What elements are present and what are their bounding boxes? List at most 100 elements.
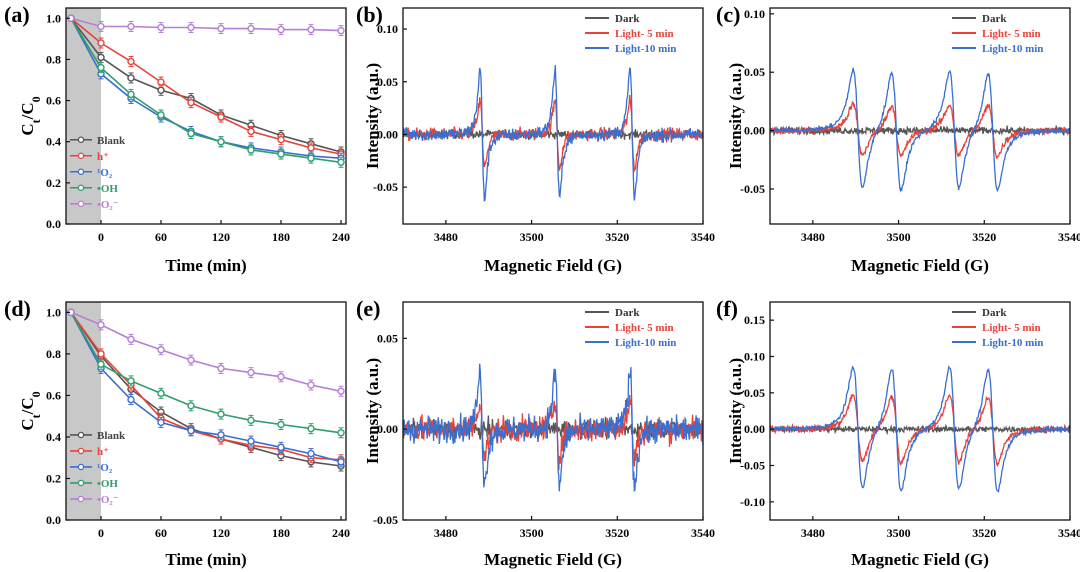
y-tick-label: 0.6 bbox=[46, 388, 61, 402]
y-tick-label: 0.10 bbox=[744, 7, 765, 21]
tick-layer: 3480 3500 3520 3540 -0.10 -0.05 0.00 0.05 0.10 0.… bbox=[740, 313, 1080, 540]
tick-layer: 0 60 120 180 240 0.0 0.2 0.4 0.6 0.8 1.0 bbox=[46, 305, 350, 540]
tick-layer: 3480 3500 3520 3540 -0.05 0.00 0.05 0.10 bbox=[740, 7, 1080, 244]
plot-frame bbox=[65, 301, 347, 521]
legend-label: h⁺ bbox=[97, 151, 109, 163]
data-point-hplus bbox=[97, 39, 105, 47]
y-axis-label: Intensity (a.u.) bbox=[726, 358, 745, 464]
series-layer bbox=[402, 363, 704, 493]
legend-label: •O₂⁻ bbox=[97, 494, 119, 506]
data-point-1o2 bbox=[277, 443, 285, 452]
panel-a: 0 60 120 180 240 0.0 0.2 0.4 0.6 0.8 1.0 (a) Time … bbox=[4, 2, 350, 275]
data-point-hplus bbox=[187, 98, 195, 107]
data-point-o2minus bbox=[97, 22, 105, 31]
legend-marker bbox=[77, 184, 85, 192]
data-point-o2minus bbox=[127, 335, 135, 344]
legend-marker bbox=[77, 168, 85, 176]
series-line-1o2 bbox=[70, 17, 342, 159]
legend-marker bbox=[77, 136, 85, 144]
x-tick-label: 3540 bbox=[1058, 230, 1080, 244]
legend-marker bbox=[77, 495, 85, 503]
data-point-1o2 bbox=[247, 437, 255, 445]
y-tick-label: 0.00 bbox=[744, 124, 765, 138]
data-point-oh bbox=[97, 360, 105, 368]
series-line-light-10-min bbox=[769, 67, 1071, 193]
legend-label: Light-10 min bbox=[982, 43, 1043, 55]
y-tick-label: 0.8 bbox=[46, 52, 61, 66]
legend-label: ¹O₂ bbox=[97, 167, 113, 179]
data-point-hplus bbox=[97, 350, 105, 358]
legend-label: •O₂⁻ bbox=[97, 199, 119, 211]
data-point-hplus bbox=[247, 127, 255, 136]
legend-label: Light- 5 min bbox=[982, 28, 1041, 40]
data-point-o2minus bbox=[247, 24, 255, 33]
data-point-oh bbox=[157, 111, 165, 119]
series-layer bbox=[769, 364, 1071, 493]
x-tick-label: 0 bbox=[98, 230, 104, 244]
series-line-light-10-min bbox=[402, 64, 704, 203]
y-axis-label: Intensity (a.u.) bbox=[726, 63, 745, 169]
legend-label: Light-10 min bbox=[982, 337, 1043, 349]
data-point-hplus bbox=[157, 78, 165, 86]
y-tick-label: 0.05 bbox=[744, 386, 765, 400]
data-point-blank bbox=[157, 86, 165, 94]
legend-marker bbox=[77, 479, 85, 487]
data-point-1o2 bbox=[187, 427, 195, 435]
y-tick-label: 1.0 bbox=[46, 305, 61, 319]
data-point-oh bbox=[127, 90, 135, 99]
series-layer bbox=[67, 308, 345, 472]
y-tick-label: -0.05 bbox=[373, 180, 398, 194]
data-point-o2minus bbox=[277, 25, 285, 34]
x-tick-label: 3540 bbox=[691, 230, 715, 244]
x-tick-label: 3520 bbox=[605, 230, 629, 244]
data-point-o2minus bbox=[277, 373, 285, 381]
legend-label: •OH bbox=[97, 183, 118, 195]
data-point-oh bbox=[217, 410, 225, 418]
y-tick-label: 0.15 bbox=[744, 313, 765, 327]
x-axis-label: Magnetic Field (G) bbox=[851, 550, 989, 569]
data-point-o2minus bbox=[217, 24, 225, 33]
data-point-o2minus bbox=[157, 346, 165, 354]
legend: Blank h⁺ ¹O₂ •OH •O₂⁻ bbox=[70, 135, 126, 211]
series-line-o2minus bbox=[70, 17, 342, 32]
data-point-oh bbox=[337, 429, 345, 437]
legend-label: Dark bbox=[615, 307, 640, 319]
y-tick-label: 0.0 bbox=[46, 513, 61, 527]
data-point-oh bbox=[247, 416, 255, 425]
y-tick-label: 0.05 bbox=[377, 75, 398, 89]
x-tick-label: 3520 bbox=[972, 526, 996, 540]
data-point-o2minus bbox=[187, 23, 195, 32]
panel-label: (e) bbox=[356, 296, 380, 321]
legend-label: h⁺ bbox=[97, 446, 109, 458]
plot-frame bbox=[65, 7, 347, 225]
data-point-1o2 bbox=[217, 431, 225, 439]
series-line-hplus bbox=[70, 17, 342, 155]
x-tick-label: 3480 bbox=[434, 230, 458, 244]
panel-label: (f) bbox=[716, 296, 738, 321]
y-tick-label: 0.00 bbox=[377, 127, 398, 141]
data-point-o2minus bbox=[97, 321, 105, 329]
legend-label: Dark bbox=[982, 13, 1007, 25]
panel-b: 3480 3500 3520 3540 -0.05 0.00 0.05 0.10 (b) Ma… bbox=[356, 2, 715, 275]
series-line-oh bbox=[70, 311, 342, 434]
legend-label: ¹O₂ bbox=[97, 462, 113, 474]
panel-d: 0 60 120 180 240 0.0 0.2 0.4 0.6 0.8 1.0 (d) Time … bbox=[4, 296, 350, 569]
x-tick-label: 60 bbox=[155, 230, 167, 244]
y-tick-label: -0.05 bbox=[740, 459, 765, 473]
data-point-1o2 bbox=[157, 418, 165, 427]
data-point-1o2 bbox=[337, 458, 345, 466]
legend-label: Light-10 min bbox=[615, 43, 676, 55]
data-point-oh bbox=[187, 129, 195, 138]
plot-frame bbox=[769, 7, 1071, 225]
x-axis-label: Time (min) bbox=[165, 256, 246, 275]
data-point-oh bbox=[277, 150, 285, 158]
data-point-1o2 bbox=[307, 449, 315, 458]
data-point-o2minus bbox=[337, 26, 345, 35]
data-point-oh bbox=[337, 158, 345, 166]
data-point-blank bbox=[97, 53, 105, 62]
series-line-oh bbox=[70, 17, 342, 164]
x-axis-label: Time (min) bbox=[165, 550, 246, 569]
legend-label: Dark bbox=[982, 307, 1007, 319]
legend-label: Light- 5 min bbox=[615, 322, 674, 334]
